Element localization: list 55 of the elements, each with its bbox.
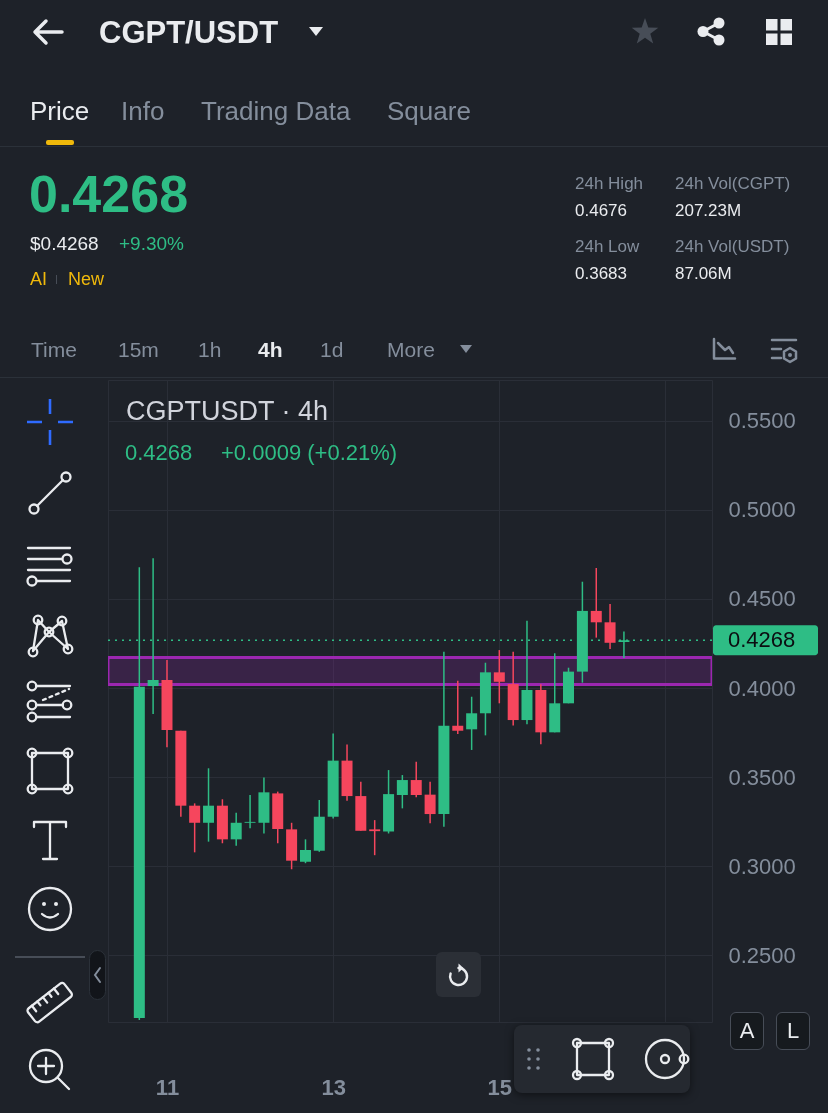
text: 4h (258, 337, 283, 361)
y-tick-label: 0.5500 (728, 408, 796, 434)
text: 1h (198, 337, 222, 361)
text: Time (31, 337, 77, 361)
text: 0.4676 (575, 200, 627, 220)
candlestick (618, 630, 630, 659)
text: 0.3683 (575, 263, 627, 283)
y-tick-label: 0.4500 (728, 586, 796, 612)
y-tick-label: 0.3500 (728, 764, 796, 790)
x-tick-label: 15 (487, 1074, 513, 1100)
text: 24h Vol(USDT) (675, 236, 790, 256)
candlestick (189, 802, 201, 854)
candlestick (230, 811, 242, 847)
text: L (786, 1018, 800, 1043)
text: 207.23M (675, 200, 742, 220)
text: Price (30, 96, 90, 126)
annotation: 0.4268 (125, 440, 193, 465)
text: 1d (320, 337, 344, 361)
text: 15m (118, 337, 159, 361)
text: $0.4268 (30, 232, 99, 254)
text: New (68, 269, 105, 289)
chart-title: CGPT/USDT (99, 14, 279, 50)
y-tick-label: 0.4000 (728, 675, 796, 701)
y-tick-label: 0.5000 (728, 497, 796, 523)
text: Trading Data (201, 96, 351, 126)
candlestick (466, 695, 478, 751)
candlestick (410, 760, 422, 799)
y-tick-label: 0.3000 (728, 853, 796, 879)
candlestick (493, 649, 505, 705)
text: Square (387, 96, 471, 126)
ref-line-label: 0.4268 (728, 627, 796, 653)
candlestick (203, 767, 215, 843)
candlestick (396, 774, 408, 810)
text: 24h Low (575, 236, 640, 256)
text: 87.06M (675, 263, 732, 283)
y-tick-label: 0.2500 (728, 942, 796, 968)
candlestick (604, 603, 616, 650)
text: 24h High (575, 173, 644, 193)
x-tick-label: 11 (155, 1074, 180, 1100)
x-tick-label: 13 (321, 1074, 346, 1100)
candlestick (424, 780, 436, 825)
candlestick (590, 567, 602, 639)
candlestick (244, 794, 256, 830)
text: Info (121, 96, 165, 126)
candlestick (452, 679, 464, 735)
text: 24h Vol(CGPT) (675, 173, 791, 193)
text: A (739, 1018, 755, 1043)
text: AI (30, 269, 48, 289)
text: 0.4268 (29, 165, 189, 223)
candlestick (369, 819, 381, 856)
text: CGPTUSDT · 4h (126, 395, 329, 426)
annotation: +0.0009 (+0.21%) (221, 440, 398, 465)
text: More (387, 337, 435, 361)
candlestick (299, 838, 311, 864)
text: +9.30% (119, 232, 184, 254)
